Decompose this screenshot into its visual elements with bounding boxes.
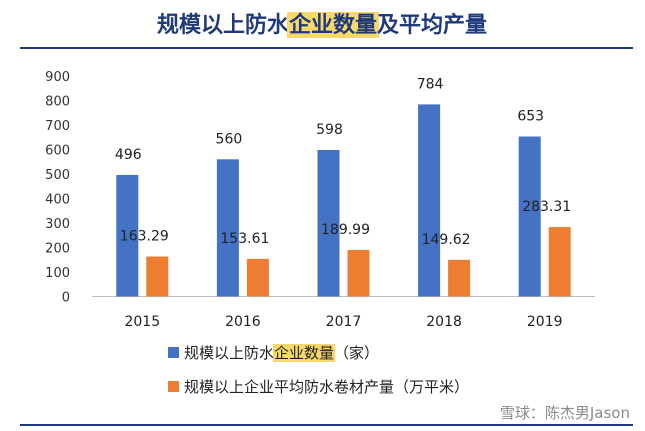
title-highlight [287,12,379,38]
bar-enterprise-count-2018 [418,104,441,297]
data-label-enterprise-count: 598 [316,122,343,138]
bar-enterprise-count-2015 [116,174,139,297]
y-tick-label: 900 [45,70,70,85]
legend-label-0-2: （家） [334,344,379,362]
data-label-enterprise-count: 653 [517,109,544,125]
y-tick-label: 700 [45,119,70,134]
data-label-enterprise-count: 560 [216,131,243,147]
x-tick-label: 2015 [124,314,160,330]
legend: 规模以上防水 企业数量 （家） 规模以上企业平均防水卷材产量（万平米） [168,344,469,396]
legend-highlight [273,344,335,362]
data-label-avg-output: 189.99 [321,222,370,238]
legend-label-0-1: 企业数量 [274,344,334,362]
y-tick-label: 800 [45,95,70,110]
y-tick-label: 0 [62,291,70,306]
title-part-0: 规模以上防水 [157,13,290,38]
plot-area: 0 100 200 300 400 500 600 700 800 900 496 163.29 201… [45,70,595,330]
bar-enterprise-count-2019 [518,136,541,297]
legend-label-1-0: 规模以上企业平均防水卷材产量（万平米） [184,378,469,396]
data-label-avg-output: 153.61 [220,231,269,247]
data-label-enterprise-count: 784 [417,76,444,92]
x-tick-label: 2018 [426,314,462,330]
data-label-avg-output: 283.31 [522,199,571,215]
bar-avg-output-2016 [246,258,269,297]
x-tick-label: 2017 [326,314,362,330]
data-label-enterprise-count: 496 [115,147,142,163]
y-tick-label: 200 [45,242,70,257]
y-tick-label: 300 [45,217,70,232]
bar-enterprise-count-2017 [317,149,340,297]
bar-enterprise-count-2016 [216,159,239,297]
watermark-text: 雪球：陈杰男Jason [500,404,630,422]
x-tick-label: 2019 [527,314,563,330]
legend-label-0-0: 规模以上防水 [184,344,274,362]
data-label-avg-output: 149.62 [422,232,471,248]
x-tick-label: 2016 [225,314,261,330]
title-part-1: 企业数量 [288,12,377,38]
y-tick-label: 500 [45,168,70,183]
bar-avg-output-2019 [548,227,571,297]
legend-swatch-0 [168,347,179,358]
chart-title: 规模以上防水 企业数量 及平均产量 [157,12,487,38]
bar-avg-output-2018 [448,259,471,297]
data-label-avg-output: 163.29 [120,228,169,244]
y-tick-label: 100 [45,266,70,281]
title-part-2: 及平均产量 [377,12,487,38]
legend-swatch-1 [168,381,179,392]
bar-avg-output-2015 [146,256,169,297]
bar-avg-output-2017 [347,249,370,297]
y-tick-label: 600 [45,144,70,159]
y-tick-label: 400 [45,193,70,208]
